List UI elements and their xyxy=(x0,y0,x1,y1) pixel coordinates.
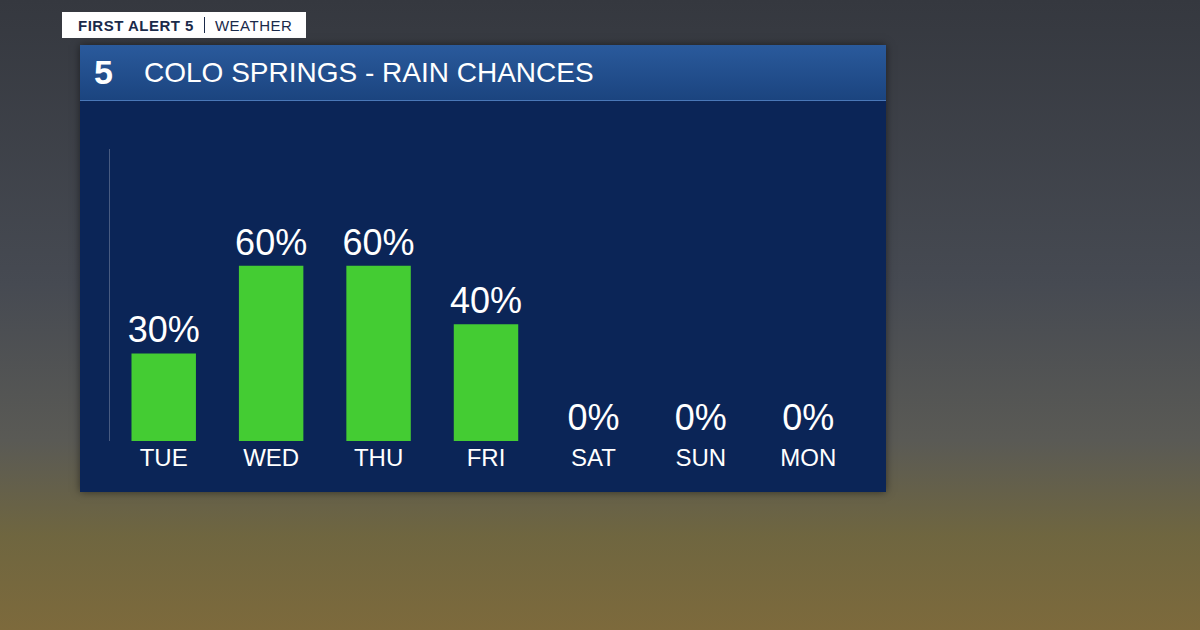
svg-text:THU: THU xyxy=(354,444,403,471)
svg-text:MON: MON xyxy=(780,444,836,471)
html-text:FIRST ALERT 5: FIRST ALERT 5 xyxy=(78,16,194,34)
svg-text:60%: 60% xyxy=(343,222,415,263)
svg-text:30%: 30% xyxy=(128,309,200,350)
svg-text:TUE: TUE xyxy=(140,444,188,471)
svg-text:60%: 60% xyxy=(235,222,307,263)
svg-text:FRI: FRI xyxy=(467,444,506,471)
svg-text:0%: 0% xyxy=(675,397,727,438)
html-text:5: 5 xyxy=(94,53,113,91)
svg-text:40%: 40% xyxy=(450,280,522,321)
html-text:WEATHER: WEATHER xyxy=(215,16,293,34)
html-text:COLO SPRINGS - RAIN CHANCES: COLO SPRINGS - RAIN CHANCES xyxy=(144,56,594,88)
svg-text:SAT: SAT xyxy=(571,444,616,471)
svg-text:0%: 0% xyxy=(782,397,834,438)
svg-text:0%: 0% xyxy=(567,397,619,438)
svg-text:SUN: SUN xyxy=(676,444,727,471)
svg-text:WED: WED xyxy=(243,444,299,471)
